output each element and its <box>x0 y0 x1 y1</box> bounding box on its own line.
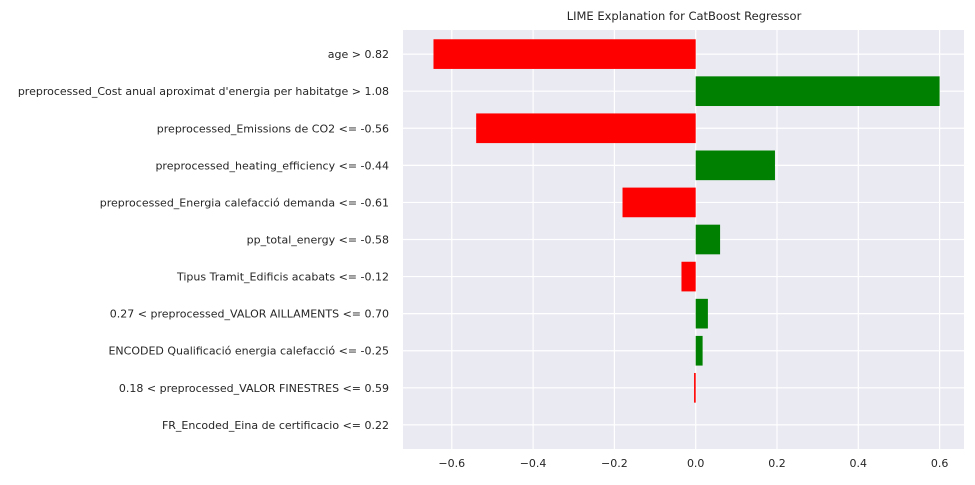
x-tick-label: 0.6 <box>931 457 949 470</box>
bar <box>695 335 703 366</box>
bar <box>695 224 721 255</box>
y-tick-label: 0.27 < preprocessed_VALOR AILLAMENTS <= … <box>110 308 389 321</box>
bar <box>695 298 708 329</box>
y-tick-label: preprocessed_Cost anual aproximat d'ener… <box>18 85 389 98</box>
y-tick-label: preprocessed_Emissions de CO2 <= -0.56 <box>157 122 389 135</box>
y-tick-label: Tipus Tramit_Edificis acabats <= -0.12 <box>176 271 389 284</box>
chart-title: LIME Explanation for CatBoost Regressor <box>567 9 802 23</box>
y-tick-label: 0.18 < preprocessed_VALOR FINESTRES <= 0… <box>119 382 389 395</box>
y-tick-label: ENCODED Qualificació energia calefacció … <box>108 345 389 358</box>
x-tick-label: 0.2 <box>768 457 786 470</box>
bars <box>433 39 940 440</box>
bar <box>695 150 775 181</box>
x-tick-label: 0.4 <box>850 457 868 470</box>
y-tick-label: age > 0.82 <box>328 48 389 61</box>
bar <box>476 113 696 144</box>
bar <box>694 372 696 403</box>
bar <box>695 76 940 107</box>
x-tick-label: −0.6 <box>438 457 465 470</box>
x-tick-labels: −0.6 −0.4 −0.2 0.0 0.2 0.4 0.6 <box>438 457 948 470</box>
bar <box>622 187 696 218</box>
y-tick-labels: age > 0.82 preprocessed_Cost anual aproxi… <box>18 48 389 432</box>
bar <box>681 261 696 292</box>
y-tick-label: preprocessed_heating_efficiency <= -0.44 <box>155 159 389 172</box>
y-tick-label: FR_Encoded_Eina de certificacio <= 0.22 <box>162 419 389 432</box>
y-tick-label: pp_total_energy <= -0.58 <box>247 234 389 247</box>
y-tick-label: preprocessed_Energia calefacció demanda … <box>100 196 389 209</box>
x-tick-label: −0.2 <box>601 457 628 470</box>
x-tick-label: −0.4 <box>520 457 547 470</box>
x-tick-label: 0.0 <box>687 457 705 470</box>
bar <box>433 39 696 69</box>
